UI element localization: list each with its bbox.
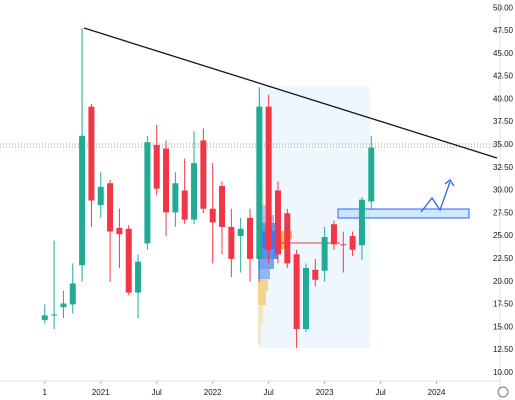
y-tick-label: 32.50 bbox=[493, 163, 514, 172]
y-tick-label: 10.00 bbox=[493, 368, 514, 377]
y-tick-label: 40.00 bbox=[493, 94, 514, 103]
y-tick-label: 42.50 bbox=[493, 72, 514, 81]
candle-body bbox=[97, 186, 104, 206]
candle-body bbox=[228, 226, 235, 259]
candle-body bbox=[163, 148, 170, 213]
candle-body bbox=[107, 183, 114, 232]
x-tick-label: 2021 bbox=[92, 388, 110, 397]
y-tick-label: 15.00 bbox=[493, 322, 514, 331]
candle-body bbox=[172, 183, 179, 213]
candle-body bbox=[330, 224, 337, 245]
y-tick-label: 22.50 bbox=[493, 254, 514, 263]
x-tick-label: Jul bbox=[375, 388, 385, 397]
candle-body bbox=[349, 236, 356, 250]
x-tick-label: 2024 bbox=[428, 388, 446, 397]
candle-body bbox=[41, 315, 48, 320]
projection-arrow bbox=[420, 181, 451, 213]
arrow-head bbox=[444, 179, 455, 187]
y-tick-label: 47.50 bbox=[493, 26, 514, 35]
settings-icon[interactable] bbox=[497, 386, 509, 398]
candle-body bbox=[88, 106, 95, 201]
candle-body bbox=[340, 244, 347, 246]
candle-body bbox=[302, 267, 309, 330]
candle-body bbox=[135, 261, 142, 293]
candle-body bbox=[312, 269, 319, 280]
candle-body bbox=[60, 303, 67, 308]
candle-body bbox=[256, 106, 263, 259]
target-box bbox=[337, 208, 470, 219]
candle-body bbox=[144, 142, 151, 244]
candle-body bbox=[51, 314, 58, 316]
candle-body bbox=[181, 190, 188, 220]
candle-body bbox=[79, 135, 86, 266]
y-tick-label: 25.00 bbox=[493, 231, 514, 240]
candle-body bbox=[247, 217, 253, 259]
candle-body bbox=[200, 140, 207, 209]
candle-body bbox=[358, 199, 365, 246]
candle-body bbox=[274, 190, 281, 255]
y-tick-label: 45.00 bbox=[493, 49, 514, 58]
x-tick-label: Jul bbox=[264, 388, 274, 397]
y-tick-label: 35.00 bbox=[493, 140, 514, 149]
candle-body bbox=[284, 213, 291, 264]
trend-line bbox=[83, 27, 498, 159]
candle-body bbox=[265, 106, 272, 250]
x-tick-label: Jul bbox=[152, 388, 162, 397]
y-tick-label: 30.00 bbox=[493, 186, 514, 195]
x-tick-label: 2023 bbox=[316, 388, 334, 397]
y-tick-label: 37.50 bbox=[493, 117, 514, 126]
candle-body bbox=[321, 236, 328, 271]
candle-body bbox=[191, 163, 198, 220]
x-tick-label: 1 bbox=[43, 388, 48, 397]
candle-body bbox=[116, 227, 123, 235]
candle-body bbox=[125, 228, 132, 293]
y-tick-label: 27.50 bbox=[493, 208, 514, 217]
x-tick-label: 2022 bbox=[204, 388, 222, 397]
candle-body bbox=[237, 228, 244, 237]
candle-body bbox=[153, 144, 160, 189]
y-tick-label: 20.00 bbox=[493, 277, 514, 286]
candle-body bbox=[209, 208, 216, 223]
y-tick-label: 12.50 bbox=[493, 345, 514, 354]
candle-body bbox=[219, 185, 226, 227]
y-tick-label: 17.50 bbox=[493, 300, 514, 309]
candle-body bbox=[293, 254, 300, 330]
y-tick-label: 50.00 bbox=[493, 3, 514, 12]
candle-body bbox=[368, 147, 375, 202]
candle-body bbox=[69, 283, 76, 305]
